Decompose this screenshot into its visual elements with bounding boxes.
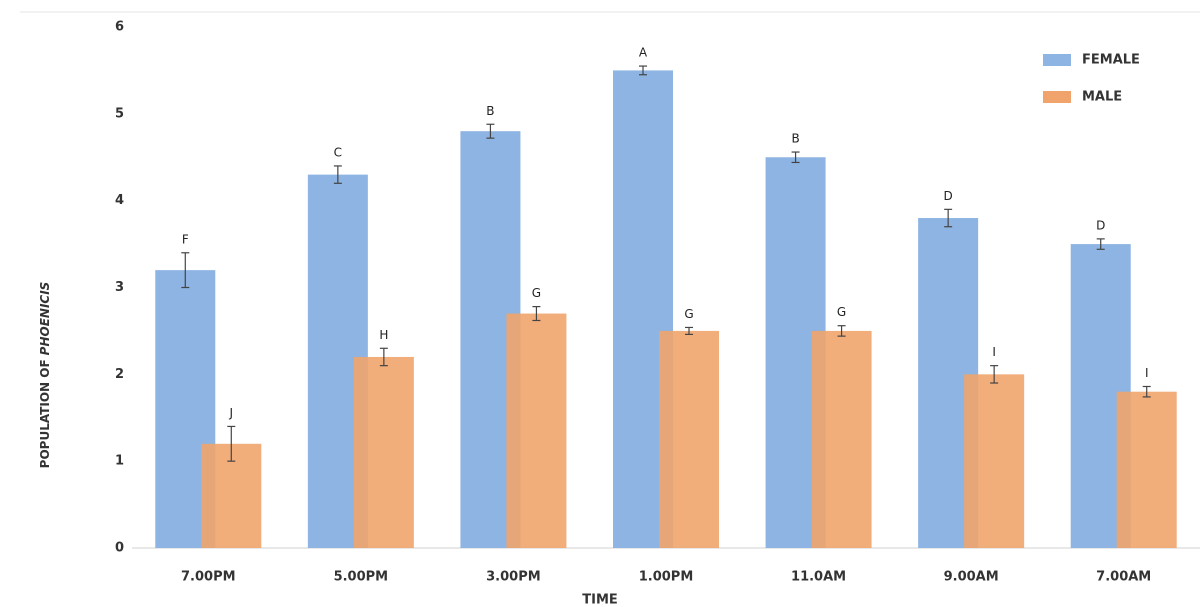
significance-label: G bbox=[837, 305, 846, 319]
y-tick-label: 4 bbox=[115, 193, 124, 208]
error-bar bbox=[990, 365, 999, 384]
y-tick-label: 5 bbox=[115, 106, 124, 121]
significance-label: D bbox=[944, 189, 953, 203]
legend-label: MALE bbox=[1082, 90, 1122, 105]
error-bar bbox=[837, 325, 846, 337]
significance-label: D bbox=[1096, 218, 1105, 232]
y-axis-title: POPULATION OF PHOENICIS bbox=[38, 282, 52, 469]
error-bar bbox=[639, 65, 647, 76]
error-bar bbox=[227, 425, 236, 462]
bar bbox=[964, 374, 1025, 548]
significance-label: C bbox=[334, 145, 342, 159]
y-axis-title-part: POPULATION OF bbox=[38, 359, 52, 468]
significance-label: I bbox=[992, 345, 996, 359]
x-tick-label: 7.00AM bbox=[1096, 570, 1151, 585]
bar bbox=[506, 313, 567, 548]
y-tick-label: 1 bbox=[115, 454, 124, 469]
significance-label: B bbox=[486, 104, 494, 118]
y-axis-title-part: PHOENICIS bbox=[38, 282, 52, 356]
error-bar bbox=[1096, 238, 1105, 250]
x-axis-title: TIME bbox=[582, 593, 618, 607]
error-bar bbox=[944, 208, 953, 228]
bar bbox=[811, 330, 872, 548]
error-bar bbox=[685, 326, 693, 335]
significance-label: I bbox=[1145, 366, 1149, 380]
bar bbox=[1116, 391, 1177, 548]
error-bar bbox=[486, 123, 495, 139]
y-tick-label: 3 bbox=[115, 280, 124, 295]
error-bar bbox=[1142, 385, 1151, 398]
y-tick-label: 6 bbox=[115, 20, 124, 35]
legend-swatch bbox=[1043, 91, 1071, 103]
error-bar bbox=[532, 306, 541, 322]
significance-label: G bbox=[532, 286, 541, 300]
significance-label: B bbox=[791, 132, 799, 146]
x-tick-label: 11.0AM bbox=[791, 570, 846, 585]
significance-label: A bbox=[639, 46, 648, 60]
error-bar bbox=[333, 165, 342, 184]
significance-label: J bbox=[229, 406, 234, 420]
x-tick-label: 1.00PM bbox=[639, 570, 694, 585]
significance-label: G bbox=[684, 307, 693, 321]
x-tick-label: 3.00PM bbox=[486, 570, 541, 585]
bar bbox=[353, 356, 414, 548]
significance-label: H bbox=[379, 328, 388, 342]
legend-label: FEMALE bbox=[1082, 53, 1140, 68]
legend-swatch bbox=[1043, 54, 1071, 66]
y-tick-label: 0 bbox=[115, 541, 124, 556]
error-bar bbox=[379, 347, 388, 367]
x-tick-label: 7.00PM bbox=[181, 570, 236, 585]
x-tick-label: 5.00PM bbox=[334, 570, 389, 585]
error-bar bbox=[791, 151, 800, 164]
x-tick-label: 9.00AM bbox=[944, 570, 999, 585]
bar bbox=[659, 330, 719, 548]
error-bar bbox=[181, 252, 190, 289]
significance-label: F bbox=[182, 232, 189, 246]
y-tick-label: 2 bbox=[115, 367, 124, 382]
